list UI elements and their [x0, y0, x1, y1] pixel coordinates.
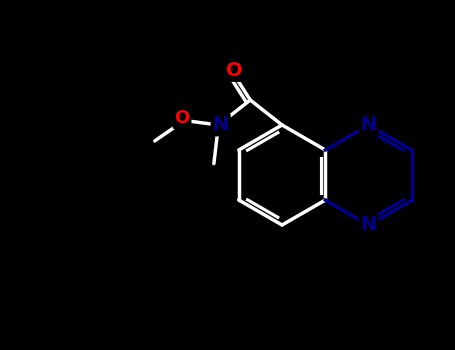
Text: O: O	[174, 109, 190, 127]
Text: O: O	[226, 61, 243, 80]
Text: N: N	[360, 116, 377, 134]
Text: N: N	[360, 216, 377, 234]
Text: N: N	[212, 116, 229, 134]
